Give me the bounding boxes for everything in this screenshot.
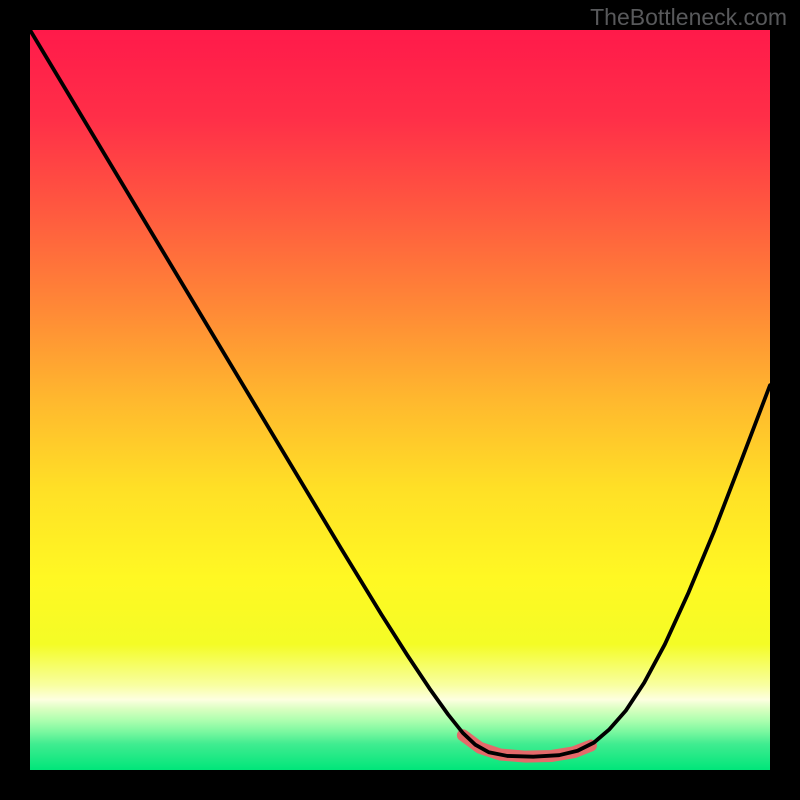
chart-svg [0,0,800,800]
chart-container: TheBottleneck.com [0,0,800,800]
watermark-text: TheBottleneck.com [590,4,787,31]
outer-frame: TheBottleneck.com [0,0,800,800]
